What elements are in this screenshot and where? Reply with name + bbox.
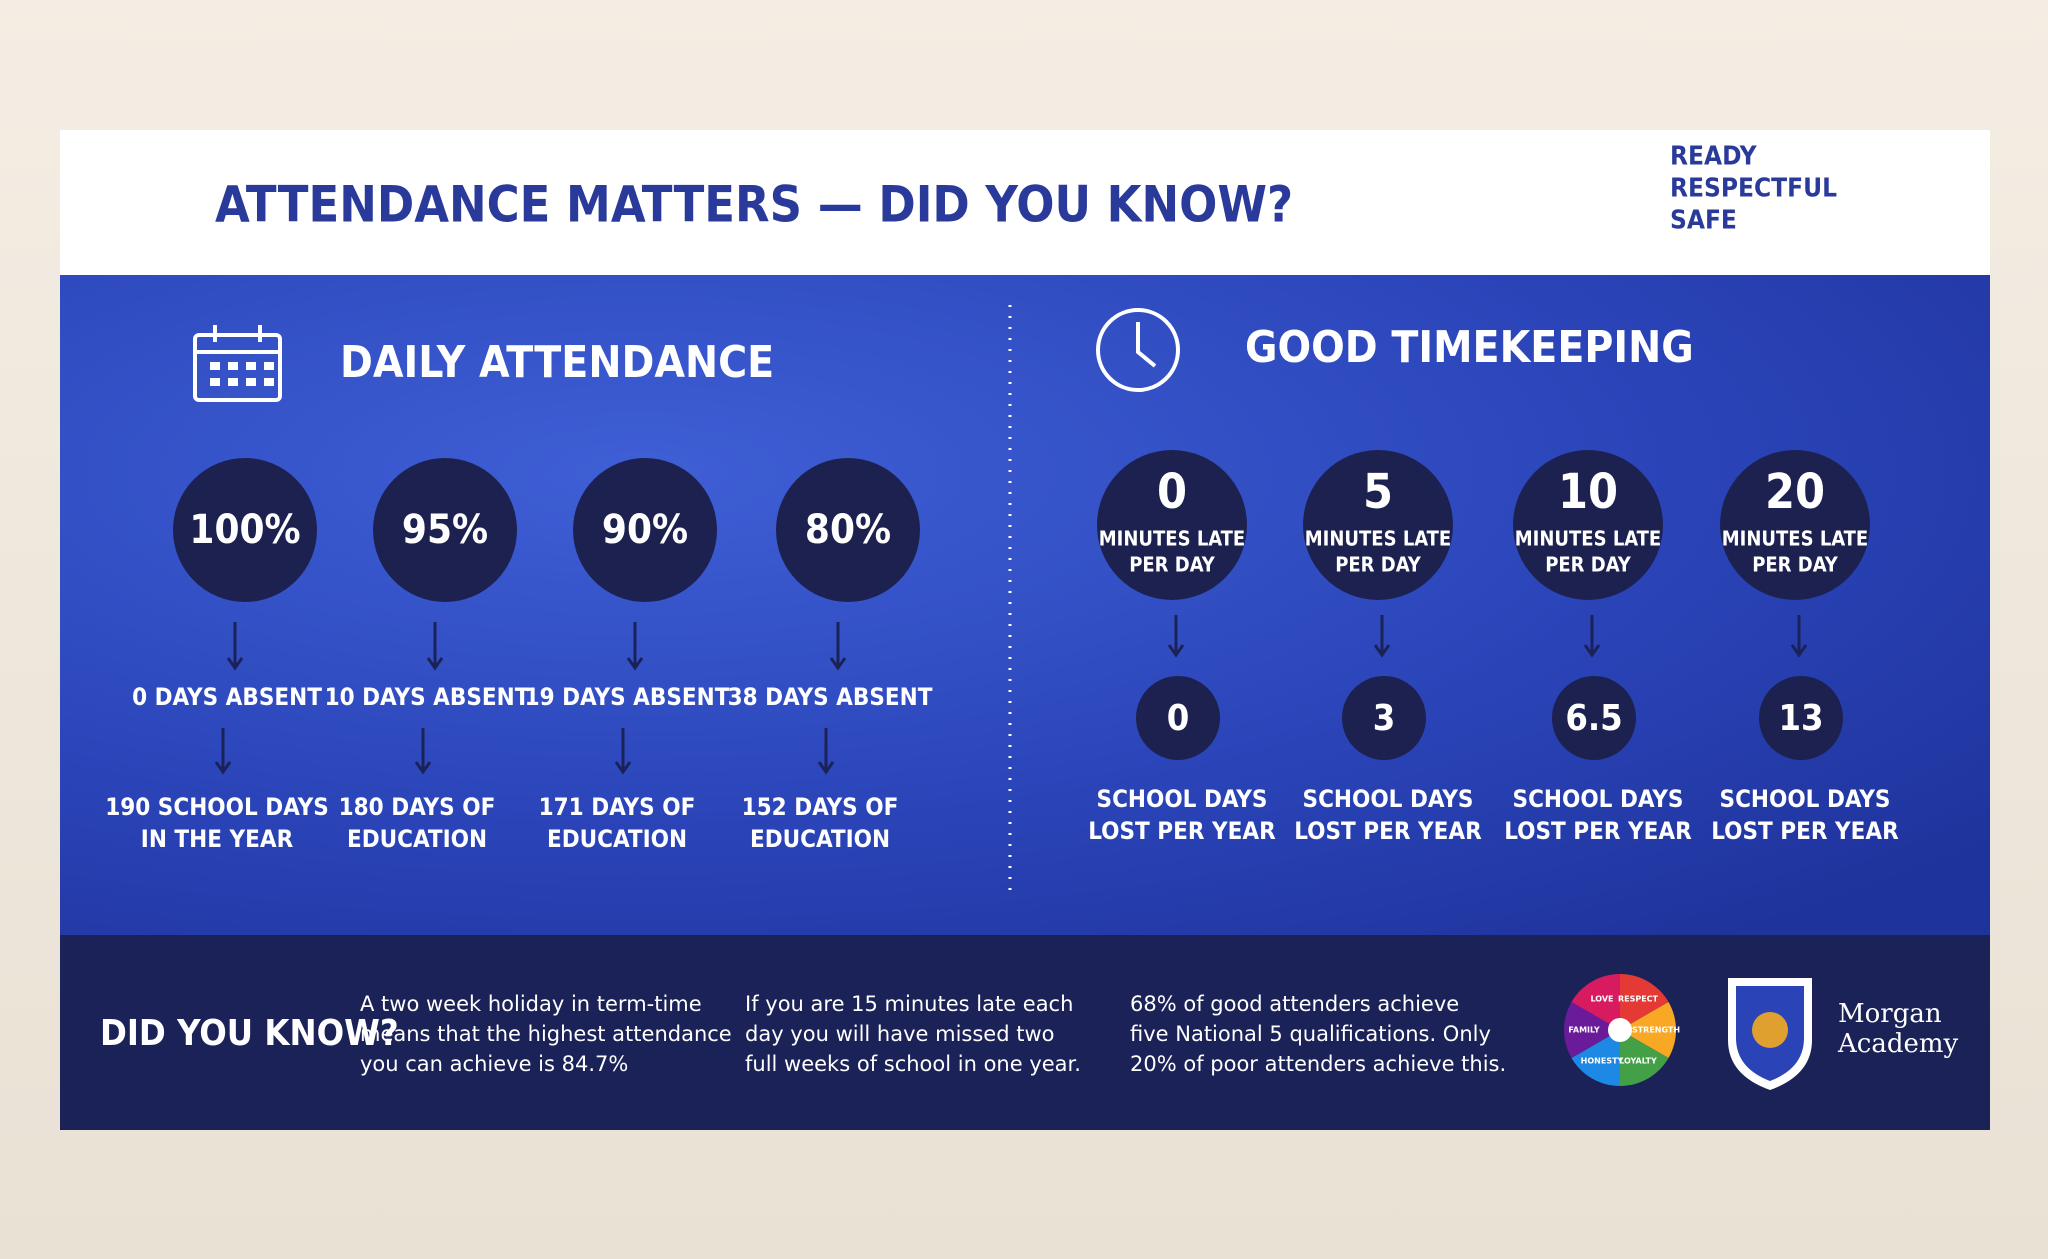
arrow-head <box>414 761 432 775</box>
days-of-education: EDUCATION <box>750 825 890 853</box>
rate: 90% <box>602 507 688 553</box>
fact-line: If you are 15 minutes late each <box>745 992 1073 1016</box>
arrow-head <box>614 761 632 775</box>
fact-line: day you will have missed two <box>745 1022 1054 1046</box>
days-lost-label: LOST PER YEAR <box>1711 817 1899 845</box>
days-of-education: 190 SCHOOL DAYS <box>105 793 329 821</box>
value-word: FAMILY <box>1568 1026 1600 1035</box>
fact-line: five National 5 qualifications. Only <box>1130 1022 1491 1046</box>
calendar-grid <box>210 362 274 386</box>
days-lost-label: SCHOOL DAYS <box>1097 785 1268 813</box>
minutes-circle <box>1097 450 1247 600</box>
minutes-circle <box>1720 450 1870 600</box>
value-word: LOVE <box>1590 994 1613 1003</box>
minutes-late: 20 <box>1765 464 1825 520</box>
arrow-head <box>1583 644 1601 658</box>
rate-circle <box>573 458 717 602</box>
rate-circle <box>173 458 317 602</box>
arrow-head <box>626 657 644 671</box>
fact-line: A two week holiday in term-time <box>360 992 702 1016</box>
days-absent: 38 DAYS ABSENT <box>728 683 933 711</box>
minutes-circle <box>1303 450 1453 600</box>
school-name: Academy <box>1837 1029 1959 1059</box>
lost-circle <box>1342 676 1426 760</box>
value-word: LOYALTY <box>1619 1057 1657 1066</box>
lost-circle <box>1759 676 1843 760</box>
minutes-unit: MINUTES LATE <box>1515 527 1661 551</box>
arrow-head <box>1373 644 1391 658</box>
days-of-education: EDUCATION <box>547 825 687 853</box>
value-word: STRENGTH <box>1632 1026 1680 1035</box>
minutes-unit: PER DAY <box>1129 553 1216 577</box>
clock-icon <box>1096 308 1180 392</box>
fact-line: 20% of poor attenders achieve this. <box>1130 1052 1506 1076</box>
minutes-late: 10 <box>1558 464 1618 520</box>
days-lost: 0 <box>1167 698 1190 739</box>
minutes-unit: PER DAY <box>1545 553 1632 577</box>
days-absent: 19 DAYS ABSENT <box>525 683 730 711</box>
minutes-late: 5 <box>1363 464 1393 520</box>
calendar-icon <box>193 325 282 402</box>
arrow-head <box>1167 644 1185 658</box>
tagline: READY <box>1670 142 1758 172</box>
days-lost-label: SCHOOL DAYS <box>1513 785 1684 813</box>
days-absent: 0 DAYS ABSENT <box>132 683 322 711</box>
lost-circle <box>1552 676 1636 760</box>
days-of-education: EDUCATION <box>347 825 487 853</box>
days-lost-label: LOST PER YEAR <box>1088 817 1276 845</box>
value-word: HONESTY <box>1581 1057 1624 1066</box>
arrow-head <box>829 657 847 671</box>
days-lost: 6.5 <box>1565 698 1622 739</box>
days-lost: 3 <box>1373 698 1396 739</box>
fact-line: full weeks of school in one year. <box>745 1052 1081 1076</box>
minutes-unit: MINUTES LATE <box>1722 527 1868 551</box>
school-crest <box>1728 978 1812 1090</box>
footer-label: DID YOU KNOW? <box>100 1013 399 1054</box>
days-lost: 13 <box>1778 698 1823 739</box>
days-of-education: IN THE YEAR <box>141 825 294 853</box>
tagline: SAFE <box>1670 206 1737 236</box>
arrow-head <box>1790 644 1808 658</box>
fact-line: 68% of good attenders achieve <box>1130 992 1459 1016</box>
rate-circle <box>373 458 517 602</box>
days-lost-label: LOST PER YEAR <box>1294 817 1482 845</box>
minutes-unit: MINUTES LATE <box>1305 527 1451 551</box>
poster-title: ATTENDANCE MATTERS — DID YOU KNOW? <box>215 176 1293 234</box>
days-lost-label: SCHOOL DAYS <box>1720 785 1891 813</box>
minutes-unit: PER DAY <box>1335 553 1422 577</box>
fact-line: means that the highest attendance <box>360 1022 732 1046</box>
lost-circle <box>1136 676 1220 760</box>
minutes-unit: MINUTES LATE <box>1099 527 1245 551</box>
rate-circle <box>776 458 920 602</box>
minutes-circle <box>1513 450 1663 600</box>
days-of-education: 180 DAYS OF <box>339 793 496 821</box>
days-of-education: 152 DAYS OF <box>742 793 899 821</box>
rate: 100% <box>189 507 300 553</box>
school-name: Morgan <box>1838 999 1942 1029</box>
rate: 80% <box>805 507 891 553</box>
poster-main-panel <box>60 275 1990 935</box>
arrow-head <box>226 657 244 671</box>
arrow-head <box>817 761 835 775</box>
days-absent: 10 DAYS ABSENT <box>325 683 530 711</box>
arrow-head <box>214 761 232 775</box>
section-title: GOOD TIMEKEEPING <box>1245 322 1694 373</box>
days-of-education: 171 DAYS OF <box>539 793 696 821</box>
section-title: DAILY ATTENDANCE <box>340 337 774 388</box>
rate: 95% <box>402 507 488 553</box>
values-wheel <box>1563 973 1677 1086</box>
days-lost-label: LOST PER YEAR <box>1504 817 1692 845</box>
value-word: RESPECT <box>1618 994 1659 1003</box>
tagline: RESPECTFUL <box>1670 174 1837 204</box>
minutes-late: 0 <box>1157 464 1187 520</box>
minutes-unit: PER DAY <box>1752 553 1839 577</box>
arrow-head <box>426 657 444 671</box>
days-lost-label: SCHOOL DAYS <box>1303 785 1474 813</box>
fact-line: you can achieve is 84.7% <box>360 1052 628 1076</box>
